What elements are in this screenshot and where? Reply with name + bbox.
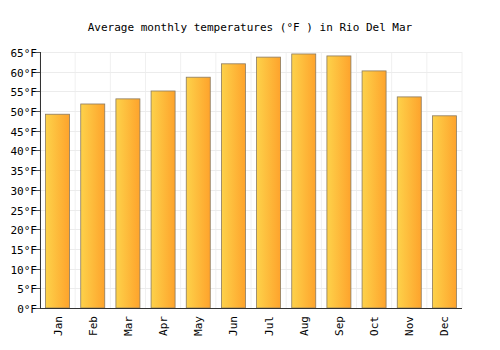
bar [327,56,351,308]
x-tick-label: Feb [87,316,100,336]
x-tick-label: May [192,316,205,336]
x-tick-label: Dec [438,316,451,336]
bars [46,54,457,308]
y-tick-label: 35°F [11,165,38,178]
bar [257,57,281,308]
bar [397,97,421,308]
x-tick-label: Mar [122,316,135,336]
bar [221,64,245,308]
bar [116,99,140,308]
x-tick-label: Apr [157,316,170,336]
bar [432,116,456,308]
y-tick-label: 20°F [11,224,38,237]
x-tick-label: Sep [333,316,346,336]
grid-line [40,52,462,53]
bar [46,114,70,308]
bar [362,71,386,308]
y-tick-label: 5°F [17,283,37,296]
title: Average monthly temperatures (°F ) in Ri… [88,21,413,34]
y-tick-label: 30°F [11,185,38,198]
y-tick-label: 10°F [11,264,38,277]
chart-svg: Average monthly temperatures (°F ) in Ri… [0,0,500,350]
bar [151,91,175,308]
y-tick-label: 50°F [11,106,38,119]
bar [81,104,105,308]
grid-line [40,91,462,92]
y-tick-label: 25°F [11,205,38,218]
y-tick-label: 15°F [11,244,38,257]
x-tick-label: Aug [298,316,311,336]
bar [292,54,316,308]
x-tick-label: Jan [52,316,65,336]
x-tick-label: Jun [227,316,240,336]
y-axis [40,52,41,308]
grid-line [40,308,462,309]
x-tick-label: Oct [368,316,381,336]
grid-line [40,72,462,73]
x-tick-label: Nov [403,316,416,336]
x-axis [40,308,462,309]
y-tick-label: 55°F [11,86,38,99]
y-tick-label: 65°F [11,47,38,60]
y-tick-label: 60°F [11,67,38,80]
chart-container: Average monthly temperatures (°F ) in Ri… [0,0,500,350]
y-tick-label: 0°F [17,303,37,316]
y-tick-label: 45°F [11,126,38,139]
x-tick-label: Jul [263,316,276,336]
y-tick-label: 40°F [11,145,38,158]
bar [186,77,210,308]
